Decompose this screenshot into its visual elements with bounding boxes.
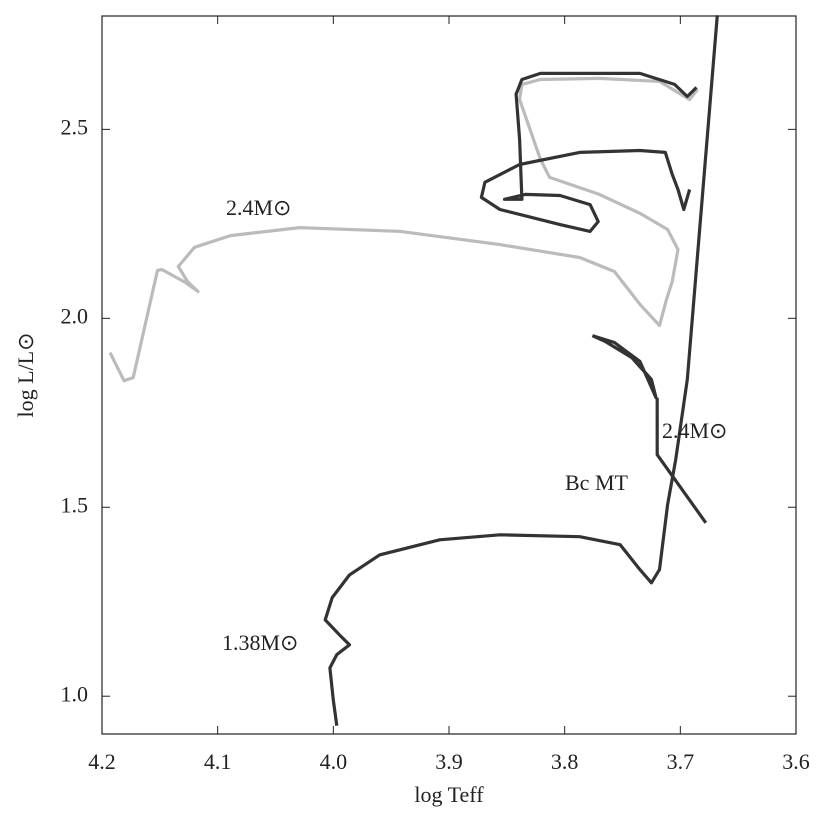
track-line <box>108 76 699 383</box>
annotation: 1.38M⊙ <box>222 630 299 655</box>
plot-frame <box>101 15 797 735</box>
x-axis-label: log Teff <box>414 782 484 807</box>
y-tick-label: 2.5 <box>61 114 89 139</box>
track-line <box>323 15 719 726</box>
x-tick-label: 3.6 <box>782 749 810 774</box>
track-line <box>479 71 698 233</box>
x-tick-label: 3.9 <box>435 749 463 774</box>
x-tick-label: 4.2 <box>88 749 116 774</box>
y-tick-label: 2.0 <box>61 303 89 328</box>
y-axis-label: log L/L⊙ <box>13 332 38 417</box>
annotation: Bc MT <box>565 470 629 495</box>
track-line <box>591 334 708 524</box>
y-tick-label: 1.0 <box>61 681 89 706</box>
y-tick-label: 1.5 <box>61 492 89 517</box>
x-tick-label: 3.8 <box>551 749 579 774</box>
annotation: 2.4M⊙ <box>226 195 292 220</box>
annotation: 2.4M⊙ <box>662 418 728 443</box>
x-tick-label: 4.0 <box>320 749 348 774</box>
x-tick-label: 4.1 <box>204 749 232 774</box>
x-tick-label: 3.7 <box>667 749 695 774</box>
